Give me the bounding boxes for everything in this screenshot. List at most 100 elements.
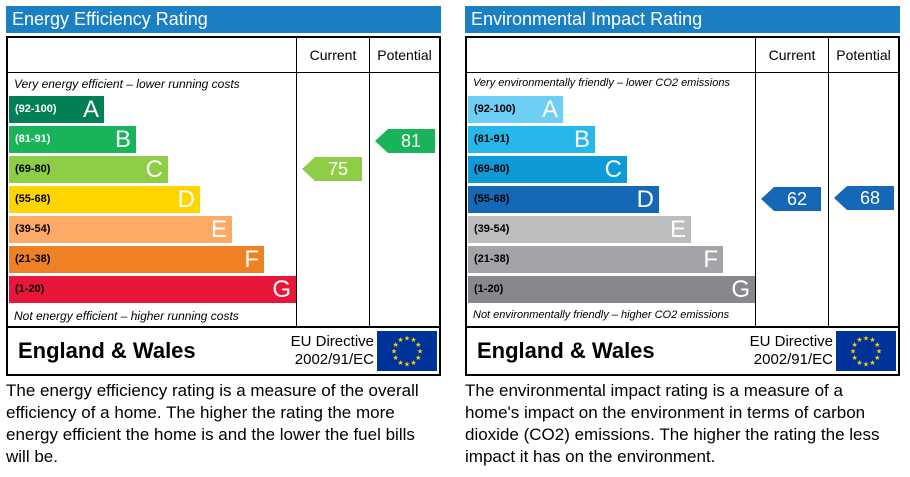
svg-text:★: ★ [876,348,882,356]
bottom-caption: Not environmentally friendly – higher CO… [473,309,730,321]
band-f: (21-38) F [468,246,723,273]
svg-text:★: ★ [856,359,862,367]
eu-flag-icon: ★ ★★★★★★★★★★★ [836,331,896,371]
column-divider [296,38,297,326]
svg-text:★: ★ [415,341,421,349]
band-letter: A [82,96,99,123]
svg-text:★: ★ [850,348,856,356]
svg-text:★: ★ [869,336,875,344]
current-rating-arrow: 62 [761,187,821,212]
band-range-label: (92-100) [15,103,57,115]
current-rating-value: 62 [786,189,808,210]
rating-chart: Current Potential Very environmentally f… [465,36,900,328]
potential-column-header: Potential [836,47,891,63]
band-d: (55-68) D [468,186,659,213]
svg-text:★: ★ [410,359,416,367]
rating-description: The environmental impact rating is a mea… [465,381,880,466]
band-range-label: (39-54) [474,223,510,235]
chart-title: Environmental Impact Rating [465,6,900,33]
current-column-header: Current [768,47,816,63]
band-d: (55-68) D [9,186,200,213]
top-caption: Very environmentally friendly – lower CO… [473,77,730,89]
chart-title: Energy Efficiency Rating [6,6,441,33]
band-range-label: (21-38) [474,253,510,265]
band-range-label: (55-68) [474,193,510,205]
band-letter: C [604,156,622,183]
band-range-label: (69-80) [474,163,510,175]
current-rating-arrow: 75 [302,157,362,182]
svg-text:★: ★ [397,336,403,344]
band-g: (1-20) G [468,276,755,303]
column-divider [369,38,370,326]
band-b: (81-91) B [9,126,136,153]
country-label: England & Wales [18,338,196,363]
svg-text:★: ★ [397,359,403,367]
eu-flag-icon: ★ ★★★★★★★★★★★ [377,331,437,371]
svg-text:★: ★ [415,354,421,362]
directive-line-1: EU Directive [749,333,833,350]
band-range-label: (92-100) [474,103,516,115]
band-c: (69-80) C [9,156,168,183]
current-column-header: Current [309,47,357,63]
potential-rating-arrow: 68 [834,186,894,210]
svg-text:★: ★ [393,341,399,349]
band-letter: B [573,126,590,153]
rating-chart: Current Potential Very energy efficient … [6,36,441,328]
band-letter: F [244,246,259,273]
svg-text:★: ★ [417,348,423,356]
band-letter: B [114,126,131,153]
potential-column-header: Potential [377,47,432,63]
band-f: (21-38) F [9,246,264,273]
band-a: (92-100) A [468,96,563,123]
band-letter: G [731,276,750,303]
current-rating-value: 75 [327,159,349,180]
band-c: (69-80) C [468,156,627,183]
rating-description: The energy efficiency rating is a measur… [6,381,419,466]
svg-text:★: ★ [863,361,869,369]
band-g: (1-20) G [9,276,296,303]
svg-text:★: ★ [404,335,410,343]
band-letter: E [669,216,686,243]
header-divider [467,72,898,73]
band-b: (81-91) B [468,126,595,153]
band-range-label: (1-20) [15,283,45,295]
band-letter: G [272,276,291,303]
country-label: England & Wales [477,338,655,363]
directive-line-1: EU Directive [290,333,374,350]
band-letter: E [210,216,227,243]
band-range-label: (55-68) [15,193,51,205]
svg-text:★: ★ [869,359,875,367]
potential-rating-value: 68 [859,188,881,208]
directive-line-2: 2002/91/EC [753,351,833,368]
potential-rating-value: 81 [400,131,422,151]
svg-text:★: ★ [856,336,862,344]
svg-text:★: ★ [852,354,858,362]
svg-text:★: ★ [410,336,416,344]
svg-text:★: ★ [391,348,397,356]
svg-text:★: ★ [393,354,399,362]
band-letter: C [145,156,163,183]
svg-text:★: ★ [404,361,410,369]
column-divider [755,38,756,326]
column-divider [828,38,829,326]
header-divider [8,72,439,73]
svg-text:★: ★ [874,341,880,349]
band-range-label: (81-91) [474,133,510,145]
band-e: (39-54) E [9,216,232,243]
band-range-label: (21-38) [15,253,51,265]
environmental-impact-panel: Environmental Impact Rating Current Pote… [465,6,900,468]
eu-directive-label: EU Directive 2002/91/EC [741,333,833,369]
bottom-caption: Not energy efficient – higher running co… [14,309,239,323]
band-e: (39-54) E [468,216,691,243]
top-caption: Very energy efficient – lower running co… [14,77,240,91]
band-letter: D [177,186,195,213]
energy-efficiency-panel: Energy Efficiency Rating Current Potenti… [6,6,441,468]
chart-footer: England & Wales EU Directive 2002/91/EC … [6,328,441,376]
band-a: (92-100) A [9,96,104,123]
band-letter: F [703,246,718,273]
band-range-label: (1-20) [474,283,504,295]
chart-footer: England & Wales EU Directive 2002/91/EC … [465,328,900,376]
potential-rating-arrow: 81 [375,129,435,153]
eu-directive-label: EU Directive 2002/91/EC [282,333,374,369]
band-range-label: (39-54) [15,223,51,235]
